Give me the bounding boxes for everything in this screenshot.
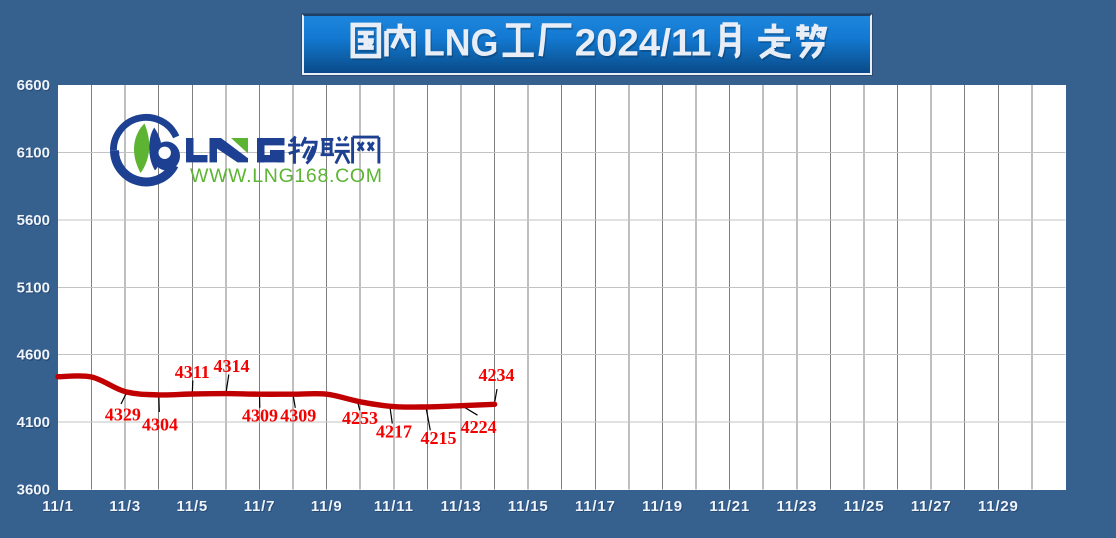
svg-text:11/13: 11/13: [441, 498, 482, 515]
svg-text:11/25: 11/25: [845, 499, 886, 516]
svg-text:11/17: 11/17: [575, 498, 616, 515]
svg-text:11/25: 11/25: [844, 498, 885, 515]
svg-text:4600: 4600: [18, 348, 51, 365]
svg-text:11/17: 11/17: [576, 499, 617, 516]
svg-text:11/11: 11/11: [375, 499, 415, 516]
svg-text:11/27: 11/27: [911, 498, 952, 515]
svg-text:11/11: 11/11: [374, 498, 414, 515]
svg-text:6100: 6100: [17, 144, 50, 161]
svg-text:4234: 4234: [479, 365, 515, 385]
svg-text:4600: 4600: [17, 347, 50, 364]
svg-text:11/19: 11/19: [643, 499, 684, 516]
svg-text:6600: 6600: [17, 77, 50, 94]
svg-text:4100: 4100: [18, 415, 51, 432]
svg-text:4309: 4309: [280, 405, 316, 425]
svg-text:4311: 4311: [175, 362, 210, 382]
svg-text:4309: 4309: [242, 405, 278, 425]
svg-text:4329: 4329: [105, 405, 141, 425]
svg-text:11/3: 11/3: [110, 499, 142, 516]
svg-text:4217: 4217: [376, 421, 412, 441]
svg-text:11/15: 11/15: [508, 498, 549, 515]
svg-text:6600: 6600: [18, 78, 51, 95]
svg-text:11/13: 11/13: [442, 499, 483, 516]
svg-text:11/23: 11/23: [776, 498, 817, 515]
svg-text:4304: 4304: [142, 415, 178, 435]
svg-text:WWW.LNG168.COM: WWW.LNG168.COM: [190, 165, 383, 187]
svg-text:11/9: 11/9: [312, 499, 344, 516]
svg-text:11/5: 11/5: [178, 499, 210, 516]
svg-text:11/7: 11/7: [245, 499, 277, 516]
svg-text:11/5: 11/5: [177, 498, 209, 515]
svg-text:5600: 5600: [17, 212, 50, 229]
svg-text:4224: 4224: [461, 417, 497, 437]
svg-text:11/3: 11/3: [109, 498, 141, 515]
svg-text:11/29: 11/29: [979, 499, 1020, 516]
svg-text:2024/11: 2024/11: [576, 23, 713, 66]
svg-text:LNG: LNG: [423, 21, 498, 63]
svg-text:5100: 5100: [17, 279, 50, 296]
svg-text:11/21: 11/21: [710, 499, 751, 516]
svg-text:LNG: LNG: [424, 23, 499, 65]
svg-text:5100: 5100: [18, 281, 51, 298]
svg-text:11/15: 11/15: [509, 499, 550, 516]
svg-text:2024/11: 2024/11: [575, 22, 712, 65]
svg-text:11/1: 11/1: [43, 499, 75, 516]
svg-text:4314: 4314: [214, 356, 250, 376]
svg-text:11/29: 11/29: [978, 498, 1019, 515]
svg-text:4215: 4215: [421, 428, 457, 448]
svg-text:5600: 5600: [18, 213, 51, 230]
svg-text:3600: 3600: [17, 482, 50, 499]
svg-text:4253: 4253: [342, 408, 378, 428]
svg-text:6100: 6100: [18, 146, 51, 163]
svg-text:11/9: 11/9: [311, 498, 343, 515]
svg-text:11/27: 11/27: [912, 499, 953, 516]
svg-text:11/23: 11/23: [777, 499, 818, 516]
svg-text:11/19: 11/19: [642, 498, 683, 515]
svg-text:11/7: 11/7: [244, 498, 276, 515]
svg-text:4100: 4100: [17, 414, 50, 431]
svg-text:11/1: 11/1: [42, 498, 74, 515]
svg-text:3600: 3600: [18, 483, 51, 500]
svg-text:11/21: 11/21: [709, 498, 750, 515]
